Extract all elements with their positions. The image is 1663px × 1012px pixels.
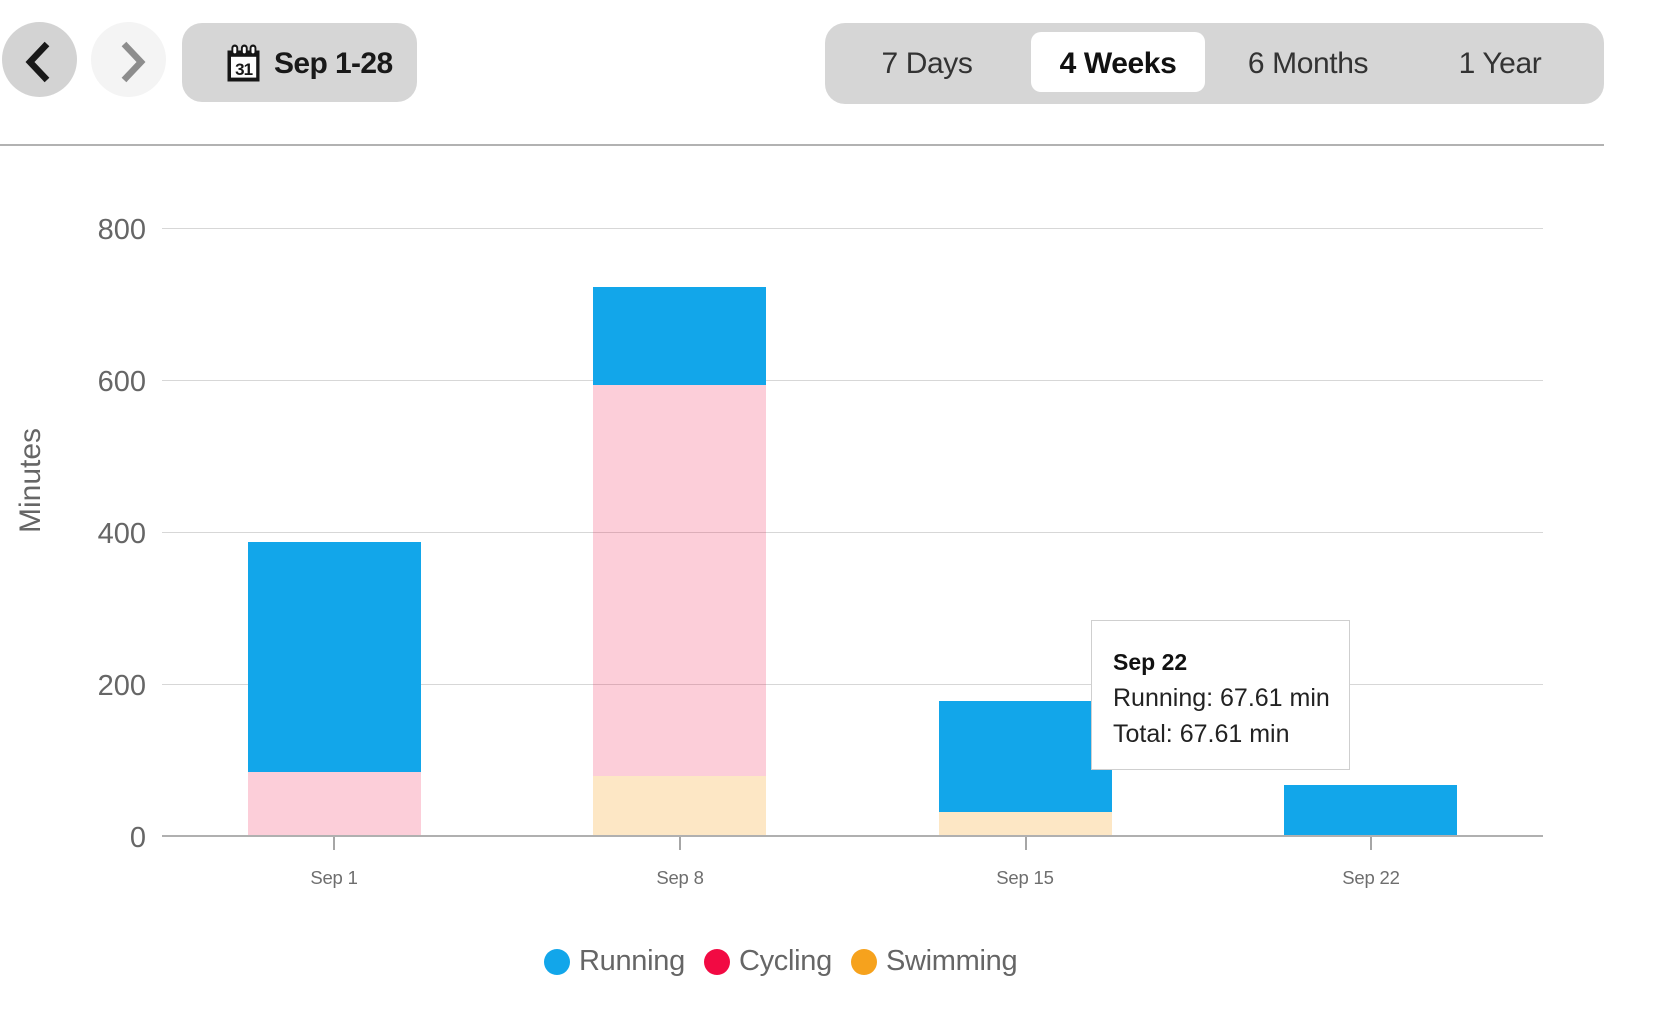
svg-text:31: 31 [235,60,252,79]
